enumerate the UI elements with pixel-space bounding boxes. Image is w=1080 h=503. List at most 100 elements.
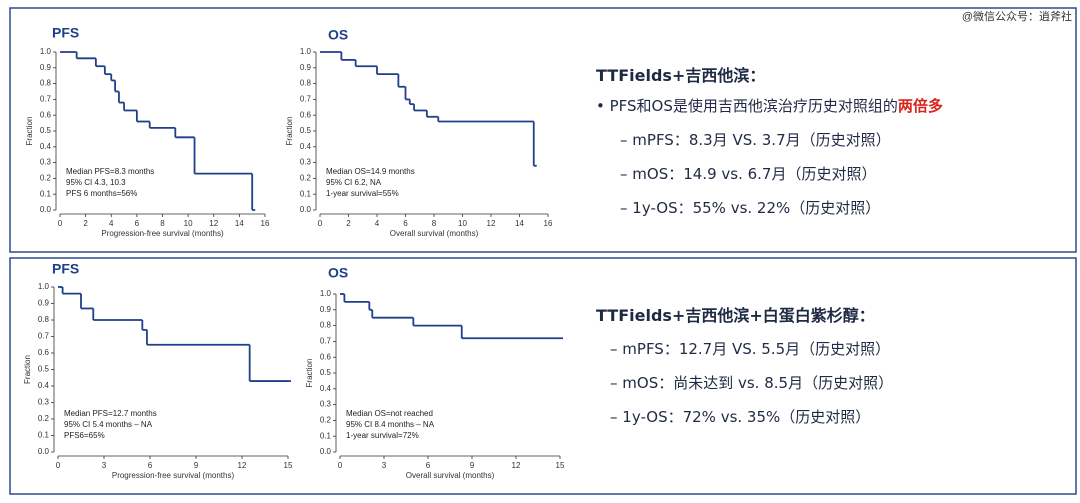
y-tick-label: 0.4 [40,142,52,151]
y-tick-label: 0.8 [38,315,50,324]
x-tick-label: 6 [403,219,408,228]
chart-title: OS [328,27,348,43]
x-tick-label: 8 [160,219,165,228]
x-tick-label: 0 [58,219,63,228]
chart-title: PFS [52,261,79,277]
item-text: 1y-OS：72% vs. 35%（历史对照） [622,408,871,426]
y-tick-label: 0.1 [300,189,312,198]
y-tick-label: 0.3 [40,158,52,167]
y-tick-label: 1.0 [300,47,312,56]
annotation: 1-year survival=72% [346,431,419,440]
y-tick-label: 0.3 [300,158,312,167]
annotation: Median OS=not reached [346,409,433,418]
annotation: 1-year survival=55% [326,189,399,198]
y-axis-label: Fraction [285,117,294,146]
y-tick-label: 0.2 [300,174,312,183]
y-tick-label: 0.3 [320,400,332,409]
x-tick-label: 12 [209,219,218,228]
y-tick-label: 0.6 [320,352,332,361]
y-axis-label: Fraction [25,117,34,146]
x-tick-label: 4 [109,219,114,228]
item-text: mPFS：8.3月 VS. 3.7月（历史对照） [632,131,891,149]
annotation: 95% CI 6.2, NA [326,178,382,187]
item-text: mOS：尚未达到 vs. 8.5月（历史对照） [622,374,894,392]
y-tick-label: 0.3 [38,398,50,407]
y-tick-label: 0.1 [40,189,52,198]
y-tick-label: 0.5 [40,126,52,135]
bullet-text: PFS和OS是使用吉西他滨治疗历史对照组的 [609,97,898,115]
y-tick-label: 0.5 [320,368,332,377]
y-tick-label: 0.2 [320,416,332,425]
panel-frame [9,257,1077,495]
y-tick-label: 0.1 [320,431,332,440]
y-tick-label: 0.9 [300,63,312,72]
x-tick-label: 2 [346,219,351,228]
x-tick-label: 12 [238,461,247,470]
item: – mOS：14.9 vs. 6.7月（历史对照） [620,165,877,183]
annotation: 95% CI 5.4 months – NA [64,420,153,429]
annotation: PFS 6 months=56% [66,189,137,198]
x-tick-label: 12 [512,461,521,470]
annotation: 95% CI 8.4 months – NA [346,420,435,429]
x-tick-label: 0 [338,461,343,470]
y-tick-label: 0.4 [38,381,50,390]
y-tick-label: 0.7 [40,95,52,104]
item: – mOS：尚未达到 vs. 8.5月（历史对照） [610,374,894,392]
x-tick-label: 9 [194,461,199,470]
y-tick-label: 0.9 [38,299,50,308]
y-tick-label: 0.6 [38,348,50,357]
watermark: @微信公众号：逍斧社 [962,9,1072,23]
x-tick-label: 14 [235,219,244,228]
y-tick-label: 0.9 [40,63,52,72]
y-tick-label: 0.4 [320,384,332,393]
y-axis-label: Fraction [305,359,314,388]
item-text: mPFS：12.7月 VS. 5.5月（历史对照） [622,340,891,358]
item: – mPFS：8.3月 VS. 3.7月（历史对照） [620,131,891,149]
x-tick-label: 14 [515,219,524,228]
y-tick-label: 1.0 [40,47,52,56]
x-axis-label: Overall survival (months) [390,229,479,238]
y-tick-label: 0.6 [300,110,312,119]
x-tick-label: 3 [102,461,107,470]
y-tick-label: 0.0 [40,205,52,214]
x-tick-label: 0 [318,219,323,228]
annotation: Median OS=14.9 months [326,167,415,176]
x-tick-label: 12 [487,219,496,228]
y-tick-label: 1.0 [38,282,50,291]
y-tick-label: 0.7 [320,337,332,346]
y-tick-label: 0.2 [40,174,52,183]
y-tick-label: 0.8 [40,79,52,88]
x-tick-label: 0 [56,461,61,470]
x-tick-label: 8 [432,219,437,228]
item: – mPFS：12.7月 VS. 5.5月（历史对照） [610,340,891,358]
panel-title: TTFields+吉西他滨： [596,66,766,85]
y-tick-label: 0.0 [300,205,312,214]
x-tick-label: 6 [135,219,140,228]
y-axis-label: Fraction [23,355,32,384]
x-tick-label: 10 [458,219,467,228]
highlight: 两倍多 [897,97,943,115]
y-tick-label: 0.8 [320,321,332,330]
chart-title: OS [328,265,348,281]
y-tick-label: 0.5 [38,365,50,374]
annotation: Median PFS=8.3 months [66,167,154,176]
x-axis-label: Overall survival (months) [406,471,495,480]
x-tick-label: 15 [284,461,293,470]
y-tick-label: 0.9 [320,305,332,314]
y-tick-label: 0.0 [38,447,50,456]
x-tick-label: 3 [382,461,387,470]
x-tick-label: 9 [470,461,475,470]
x-axis-label: Progression-free survival (months) [112,471,235,480]
annotation: 95% CI 4.3, 10.3 [66,178,126,187]
y-tick-label: 0.4 [300,142,312,151]
chart-title: PFS [52,25,79,41]
y-tick-label: 0.6 [40,110,52,119]
annotation: PFS6=65% [64,431,105,440]
x-axis-label: Progression-free survival (months) [101,229,224,238]
x-tick-label: 6 [426,461,431,470]
y-tick-label: 0.5 [300,126,312,135]
y-tick-label: 0.2 [38,414,50,423]
y-tick-label: 0.0 [320,447,332,456]
